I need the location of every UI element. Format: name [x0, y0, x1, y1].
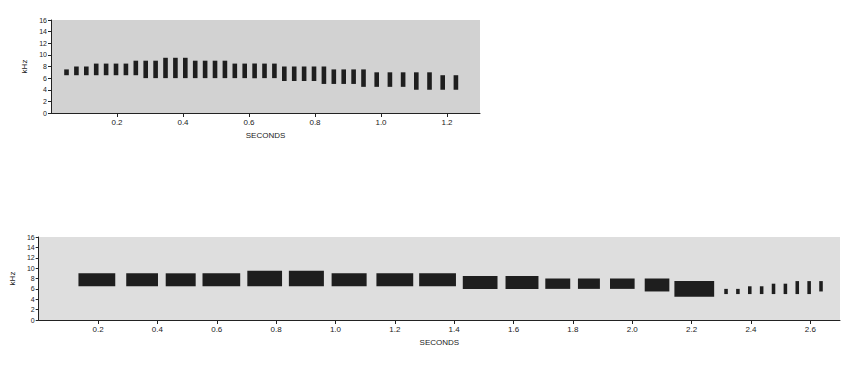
- svg-text:2: 2: [31, 306, 35, 313]
- svg-text:0: 0: [31, 317, 35, 324]
- svg-text:1.0: 1.0: [375, 118, 387, 127]
- svg-text:0.6: 0.6: [243, 118, 255, 127]
- svg-text:2.6: 2.6: [805, 325, 817, 334]
- svg-text:8: 8: [31, 275, 35, 282]
- svg-text:12: 12: [27, 254, 35, 261]
- svg-text:0.6: 0.6: [211, 325, 223, 334]
- svg-text:kHz: kHz: [8, 272, 17, 286]
- svg-text:12: 12: [39, 40, 47, 47]
- svg-text:0.2: 0.2: [92, 325, 104, 334]
- svg-text:14: 14: [27, 244, 35, 251]
- svg-text:kHz: kHz: [20, 60, 29, 74]
- svg-text:1.0: 1.0: [330, 325, 342, 334]
- svg-text:SECONDS: SECONDS: [420, 338, 460, 347]
- svg-text:SECONDS: SECONDS: [246, 131, 286, 140]
- svg-text:6: 6: [43, 75, 47, 82]
- svg-text:0.8: 0.8: [309, 118, 321, 127]
- svg-text:0.8: 0.8: [271, 325, 283, 334]
- svg-text:0: 0: [43, 110, 47, 117]
- svg-text:0.4: 0.4: [152, 325, 164, 334]
- svg-text:1.2: 1.2: [389, 325, 401, 334]
- svg-text:1.6: 1.6: [508, 325, 520, 334]
- svg-text:4: 4: [43, 86, 47, 93]
- svg-text:16: 16: [27, 234, 35, 241]
- svg-text:2: 2: [43, 98, 47, 105]
- svg-text:1.8: 1.8: [567, 325, 579, 334]
- svg-text:10: 10: [27, 265, 35, 272]
- svg-text:1.4: 1.4: [449, 325, 461, 334]
- svg-text:1.2: 1.2: [441, 118, 453, 127]
- svg-text:0.2: 0.2: [111, 118, 123, 127]
- svg-text:8: 8: [43, 63, 47, 70]
- svg-text:2.4: 2.4: [745, 325, 757, 334]
- svg-text:4: 4: [31, 296, 35, 303]
- svg-text:14: 14: [39, 28, 47, 35]
- svg-text:16: 16: [39, 17, 47, 24]
- svg-text:0.4: 0.4: [177, 118, 189, 127]
- svg-text:2.2: 2.2: [686, 325, 698, 334]
- svg-text:6: 6: [31, 285, 35, 292]
- svg-text:10: 10: [39, 51, 47, 58]
- svg-text:2.0: 2.0: [627, 325, 639, 334]
